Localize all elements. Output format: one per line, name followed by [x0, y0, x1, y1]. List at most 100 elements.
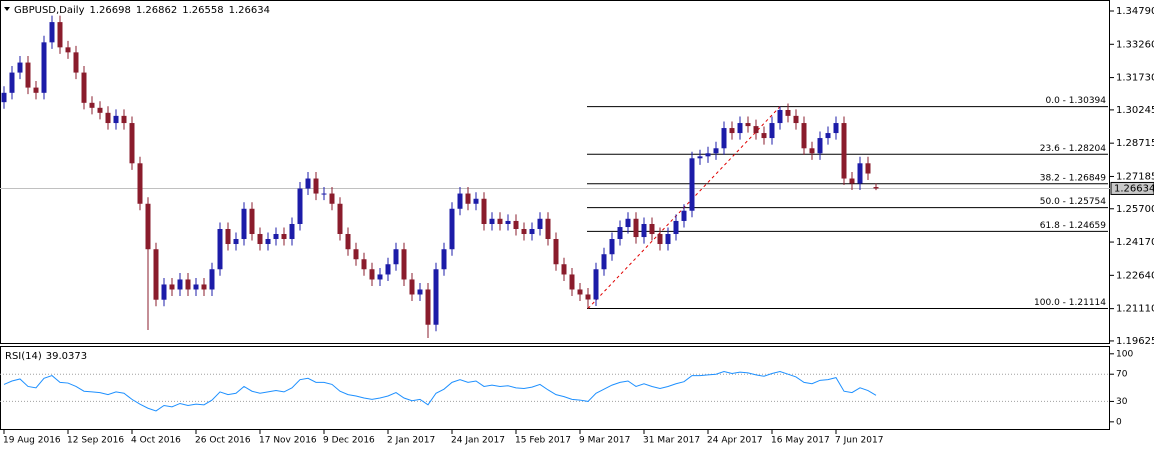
candle-body — [201, 284, 207, 290]
candle-body — [225, 229, 231, 245]
candle-body — [545, 218, 551, 240]
candle-body — [481, 198, 487, 224]
x-tick-label: 15 Feb 2017 — [515, 436, 571, 446]
candle-body — [465, 193, 471, 204]
candle-body — [553, 239, 559, 265]
candle-body — [625, 218, 631, 228]
candle-body — [129, 123, 135, 164]
indicator-line — [3, 370, 877, 412]
candle-body — [761, 133, 767, 139]
candle-body — [817, 138, 823, 154]
x-tick-label: 26 Oct 2016 — [195, 436, 251, 446]
candle-body — [297, 188, 303, 224]
indicator-y-tick-label: 0 — [1116, 417, 1122, 427]
y-tick-label: 1.28715 — [1116, 138, 1154, 149]
candle-body — [449, 208, 455, 250]
candle-body — [753, 126, 759, 134]
fib-label: 38.2 - 1.26849 — [1040, 173, 1106, 183]
candle-body — [769, 123, 775, 139]
candle-body — [177, 279, 183, 290]
candle-body — [265, 239, 271, 245]
candle-body — [97, 107, 103, 113]
candle-body — [353, 249, 359, 260]
candle-body — [809, 148, 815, 154]
candle-body — [145, 203, 151, 250]
y-tick-label: 1.21110 — [1116, 304, 1154, 315]
candle-body — [577, 289, 583, 295]
candle-body — [673, 220, 679, 235]
candle-body — [433, 269, 439, 325]
candle-body — [17, 62, 23, 73]
candle-body — [617, 227, 623, 240]
candle-body — [321, 193, 327, 195]
candle-body — [609, 239, 615, 255]
candle-body — [329, 193, 335, 204]
candle-body — [185, 279, 191, 290]
x-tick-label: 19 Aug 2016 — [3, 436, 61, 446]
candle-body — [505, 220, 511, 224]
current-price-box — [1110, 181, 1154, 195]
candle-body — [649, 223, 655, 235]
y-tick-label: 1.24170 — [1116, 237, 1154, 248]
candle-body — [33, 87, 39, 93]
indicator-last: 39.0373 — [46, 351, 87, 362]
candle-body — [665, 234, 671, 245]
candle-body — [137, 163, 143, 204]
candle-body — [489, 218, 495, 224]
header-low: 1.26558 — [182, 5, 223, 16]
candle-body — [281, 234, 287, 240]
candle-body — [657, 234, 663, 245]
y-tick-label: 1.34790 — [1116, 6, 1154, 17]
candle-body — [873, 187, 879, 189]
candle-body — [865, 163, 871, 174]
candle-body — [425, 289, 431, 325]
main-panel-border — [0, 0, 1110, 344]
candle-body — [377, 274, 383, 280]
candle-body — [857, 163, 863, 184]
candle-body — [457, 193, 463, 209]
candle-body — [401, 249, 407, 280]
x-tick-label: 16 May 2017 — [771, 436, 830, 446]
candle-body — [369, 269, 375, 280]
y-tick-label: 1.19625 — [1116, 336, 1154, 347]
candle-body — [729, 128, 735, 134]
fib-label: 23.6 - 1.28204 — [1040, 144, 1106, 154]
candle-body — [417, 289, 423, 295]
candle-body — [193, 284, 199, 290]
x-tick-label: 4 Oct 2016 — [131, 436, 181, 446]
candle-body — [241, 208, 247, 240]
candle-body — [89, 102, 95, 108]
candle-body — [513, 220, 519, 229]
candle-body — [473, 198, 479, 204]
indicator-header: RSI(14) 39.0373 — [5, 351, 87, 362]
indicator-panel-border — [0, 346, 1110, 430]
y-tick-label: 1.33260 — [1116, 39, 1154, 50]
x-tick-label: 31 Mar 2017 — [643, 436, 700, 446]
x-tick-label: 24 Apr 2017 — [707, 436, 763, 446]
candle-body — [49, 22, 55, 43]
candle-body — [537, 218, 543, 229]
candle-body — [825, 133, 831, 139]
fib-label: 100.0 - 1.21114 — [1034, 298, 1106, 308]
indicator-y-tick-label: 70 — [1116, 370, 1128, 380]
y-tick-label: 1.30245 — [1116, 105, 1154, 116]
candle-body — [529, 229, 535, 235]
candle-body — [345, 234, 351, 250]
y-tick-label: 1.22640 — [1116, 270, 1154, 281]
fib-label: 0.0 - 1.30394 — [1046, 96, 1107, 106]
header-arrow — [4, 7, 10, 11]
candle-body — [57, 22, 63, 48]
candle-body — [793, 115, 799, 124]
candle-body — [153, 249, 159, 300]
candle-body — [689, 158, 695, 211]
candle-body — [121, 115, 127, 124]
symbol: GBPUSD,Daily — [14, 5, 85, 16]
candle-body — [593, 269, 599, 300]
candle-body — [257, 234, 263, 245]
candle-body — [337, 203, 343, 235]
candle-body — [841, 123, 847, 179]
candle-body — [41, 42, 47, 93]
header: GBPUSD,Daily 1.26698 1.26862 1.26558 1.26634 — [14, 5, 270, 16]
candle-body — [849, 178, 855, 184]
